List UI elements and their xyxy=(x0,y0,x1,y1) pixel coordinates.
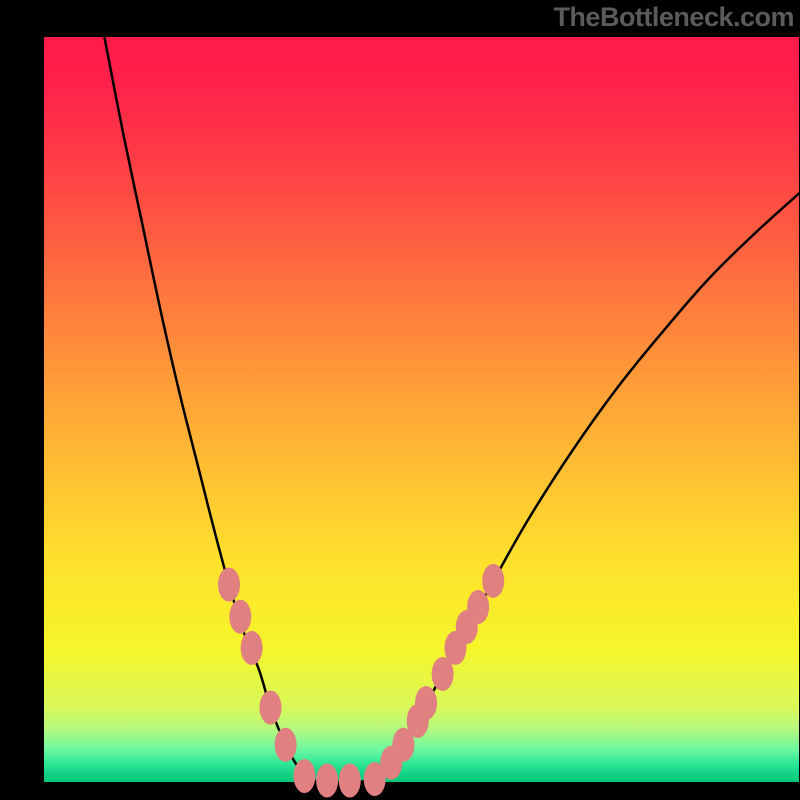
chart-container: TheBottleneck.com xyxy=(0,0,800,800)
data-marker xyxy=(293,759,315,793)
chart-svg xyxy=(44,37,799,782)
data-marker xyxy=(415,686,437,720)
data-marker xyxy=(339,764,361,798)
data-marker xyxy=(218,568,240,602)
data-marker xyxy=(482,564,504,598)
plot-area xyxy=(44,37,799,782)
data-marker xyxy=(241,631,263,665)
data-marker xyxy=(260,691,282,725)
left-curve xyxy=(104,37,312,781)
data-marker xyxy=(316,764,338,798)
watermark-label: TheBottleneck.com xyxy=(553,2,794,33)
data-marker xyxy=(275,728,297,762)
right-curve xyxy=(376,193,799,780)
data-marker xyxy=(467,590,489,624)
data-marker xyxy=(229,600,251,634)
data-markers xyxy=(218,564,504,798)
